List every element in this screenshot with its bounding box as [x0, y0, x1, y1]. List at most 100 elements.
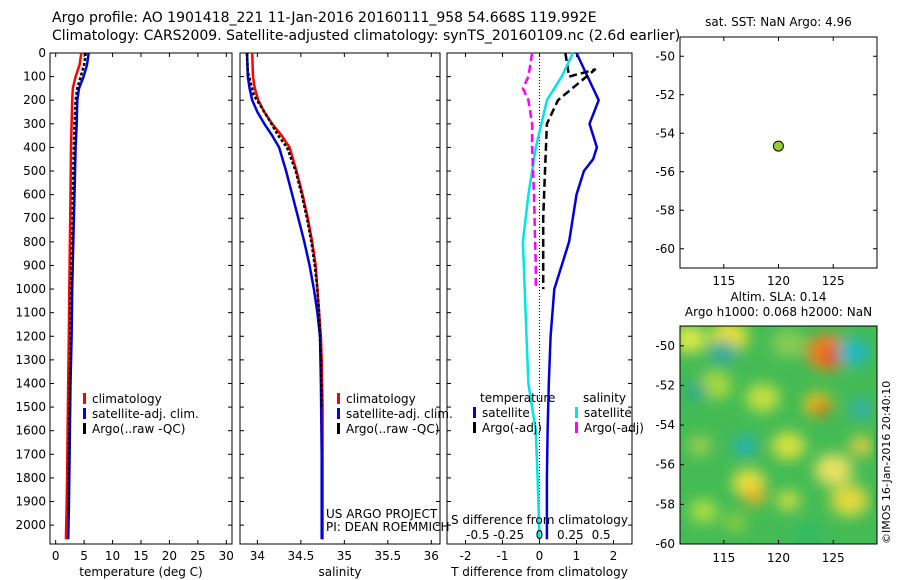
y-tick-label: 400 [23, 140, 46, 154]
x-axis-label: T difference from climatology [450, 565, 628, 579]
y-tick-label: 1700 [15, 447, 46, 461]
altimetry-title: Altim. SLA: 0.14 [730, 290, 826, 304]
location-map-title: sat. SST: NaN Argo: 4.96 [705, 15, 852, 29]
x-tick-label: 34 [250, 549, 265, 563]
x-tick-label: 25 [190, 549, 205, 563]
y-tick-label: 500 [23, 164, 46, 178]
legend-swatch [83, 408, 86, 419]
x-tick-label: 125 [822, 274, 845, 288]
legend-label: climatology [346, 392, 416, 406]
legend-label: climatology [92, 392, 162, 406]
y-tick-label: -52 [655, 88, 675, 102]
series-line-argo-adj- [541, 52, 597, 290]
x-tick-label: 2 [610, 549, 618, 563]
legend-label: Argo(-adj) [584, 421, 644, 435]
y-tick-label: -60 [655, 537, 675, 551]
y-tick-label: -50 [655, 339, 675, 353]
legend-label: satellite-adj. clim. [346, 407, 453, 421]
legend-label: Argo(-adj) [482, 421, 542, 435]
y-tick-label: -56 [655, 165, 675, 179]
y-tick-label: 600 [23, 188, 46, 202]
series-line-climatology [64, 52, 83, 540]
sla-blob [849, 435, 874, 456]
altimetry-subtitle: Argo h1000: 0.068 h2000: NaN [685, 305, 872, 319]
x-tick-label: 1 [573, 549, 581, 563]
sla-blobs [680, 326, 874, 544]
y-tick-label: 900 [23, 258, 46, 272]
x-tick-label: 5 [80, 549, 88, 563]
x-tick-label: 120 [767, 551, 790, 565]
x-tick-label: 35 [337, 549, 352, 563]
sla-blob [830, 484, 869, 517]
location-map-frame [679, 36, 878, 269]
y-tick-label: -54 [655, 418, 675, 432]
salinity-tick-label: -0.5 [466, 528, 489, 542]
legend-label: satellite-adj. clim. [92, 407, 199, 421]
x-tick-label: 35.5 [374, 549, 401, 563]
sla-blob [683, 381, 708, 402]
y-tick-label: 100 [23, 70, 46, 84]
y-tick-label: -54 [655, 126, 675, 140]
salinity-tick-label: 0 [536, 528, 544, 542]
y-tick-label: 200 [23, 93, 46, 107]
y-tick-label: -58 [655, 203, 675, 217]
x-tick-label: 36 [424, 549, 439, 563]
series-line-climatology [250, 52, 324, 540]
sla-blob [849, 398, 874, 419]
salinity-tick-label: -0.25 [493, 528, 524, 542]
x-tick-label: 115 [712, 274, 735, 288]
y-tick-label: -60 [655, 242, 675, 256]
y-tick-label: 1600 [15, 424, 46, 438]
y-tick-label: -52 [655, 378, 675, 392]
series-line-argo-raw-qc- [66, 52, 88, 514]
sla-blob [708, 340, 738, 365]
series-line-satellite-adj-clim- [245, 52, 323, 540]
series-line-argo-adj- [521, 52, 538, 290]
x-tick-label: 20 [162, 549, 177, 563]
sla-blob [680, 326, 707, 354]
sla-blob [687, 435, 712, 456]
sla-blob [689, 499, 719, 524]
legend-label: Argo(..raw -QC) [92, 422, 185, 436]
salinity-tick-label: 0.5 [592, 528, 611, 542]
x-tick-label: 0 [536, 549, 544, 563]
credit-annotation: PI: DEAN ROEMMICH [326, 520, 449, 534]
sla-blob [733, 435, 758, 456]
sla-blob [776, 490, 801, 511]
legend-swatch [473, 407, 476, 418]
credit-annotation: US ARGO PROJECT [326, 507, 438, 521]
legend-swatch [337, 393, 340, 404]
sla-blob [771, 431, 806, 460]
imos-credit: ©IMOS 16-Jan-2016 20:40:10 [880, 381, 893, 544]
y-tick-label: 700 [23, 211, 46, 225]
x-tick-label: -2 [460, 549, 472, 563]
y-tick-label: 1400 [15, 376, 46, 390]
x-tick-label: 125 [822, 551, 845, 565]
legend-title: salinity [583, 391, 626, 405]
x-tick-label: 120 [767, 274, 790, 288]
series-line-argo-raw-qc- [245, 52, 323, 408]
legend-swatch [575, 422, 578, 433]
profile-title: Argo profile: AO 1901418_221 11-Jan-2016… [52, 10, 597, 26]
legend-label: satellite [482, 406, 530, 420]
y-tick-label: 1800 [15, 471, 46, 485]
x-tick-label: 0 [52, 549, 60, 563]
y-tick-label: -50 [655, 49, 675, 63]
salinity-tick-label: 0.25 [557, 528, 584, 542]
x-tick-label: -1 [497, 549, 509, 563]
sla-heatmap [680, 326, 877, 544]
x-tick-label: 115 [712, 551, 735, 565]
argo-float-marker [772, 140, 784, 152]
x-tick-label: 30 [219, 549, 234, 563]
panel-frame-salinity [239, 52, 441, 545]
sla-blob [723, 512, 748, 533]
y-tick-label: -58 [655, 497, 675, 511]
climatology-title: Climatology: CARS2009. Satellite-adjuste… [52, 28, 681, 44]
sla-blob [744, 487, 766, 506]
legend-label: satellite [584, 406, 632, 420]
y-tick-label: 1000 [15, 282, 46, 296]
x-axis-label: salinity [318, 565, 361, 579]
x-tick-label: 15 [133, 549, 148, 563]
series-line-satellite [545, 52, 600, 540]
x-tick-label: 10 [105, 549, 120, 563]
